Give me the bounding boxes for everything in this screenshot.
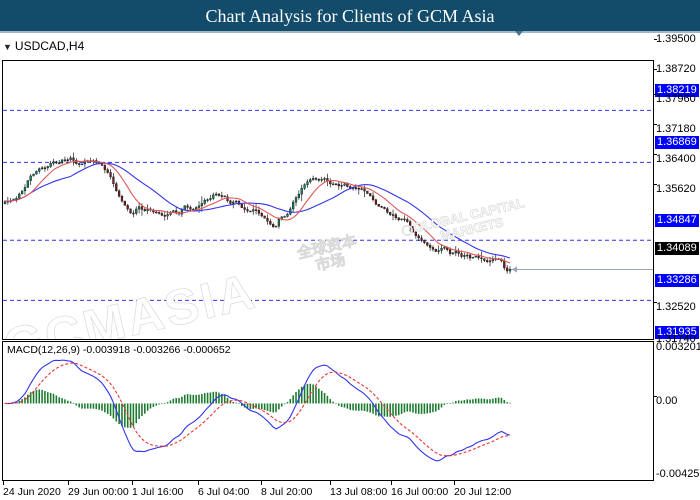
svg-text:MACD(12,26,9) -0.003918 -0.003: MACD(12,26,9) -0.003918 -0.003266 -0.000… (7, 344, 231, 356)
